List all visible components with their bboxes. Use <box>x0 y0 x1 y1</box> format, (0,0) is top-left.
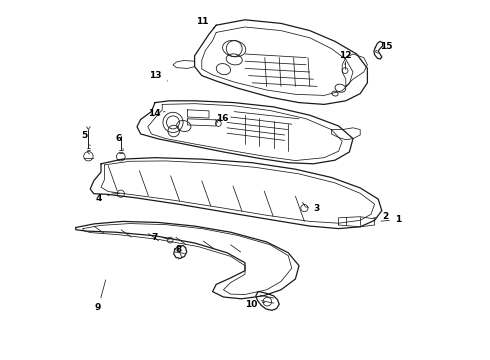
Text: 16: 16 <box>217 114 229 122</box>
Text: 15: 15 <box>375 42 392 51</box>
Text: 1: 1 <box>381 215 401 224</box>
Text: 6: 6 <box>116 134 123 149</box>
Text: 12: 12 <box>339 51 351 65</box>
Text: 2: 2 <box>373 212 389 220</box>
Text: 4: 4 <box>96 194 109 203</box>
Text: 7: 7 <box>151 233 163 242</box>
Text: 8: 8 <box>175 245 181 259</box>
Text: 13: 13 <box>149 71 168 81</box>
Text: 10: 10 <box>245 300 265 309</box>
Text: 11: 11 <box>196 17 215 28</box>
Text: 3: 3 <box>306 204 320 213</box>
Text: 14: 14 <box>148 109 165 118</box>
Text: 9: 9 <box>95 280 106 312</box>
Text: 5: 5 <box>82 131 90 146</box>
